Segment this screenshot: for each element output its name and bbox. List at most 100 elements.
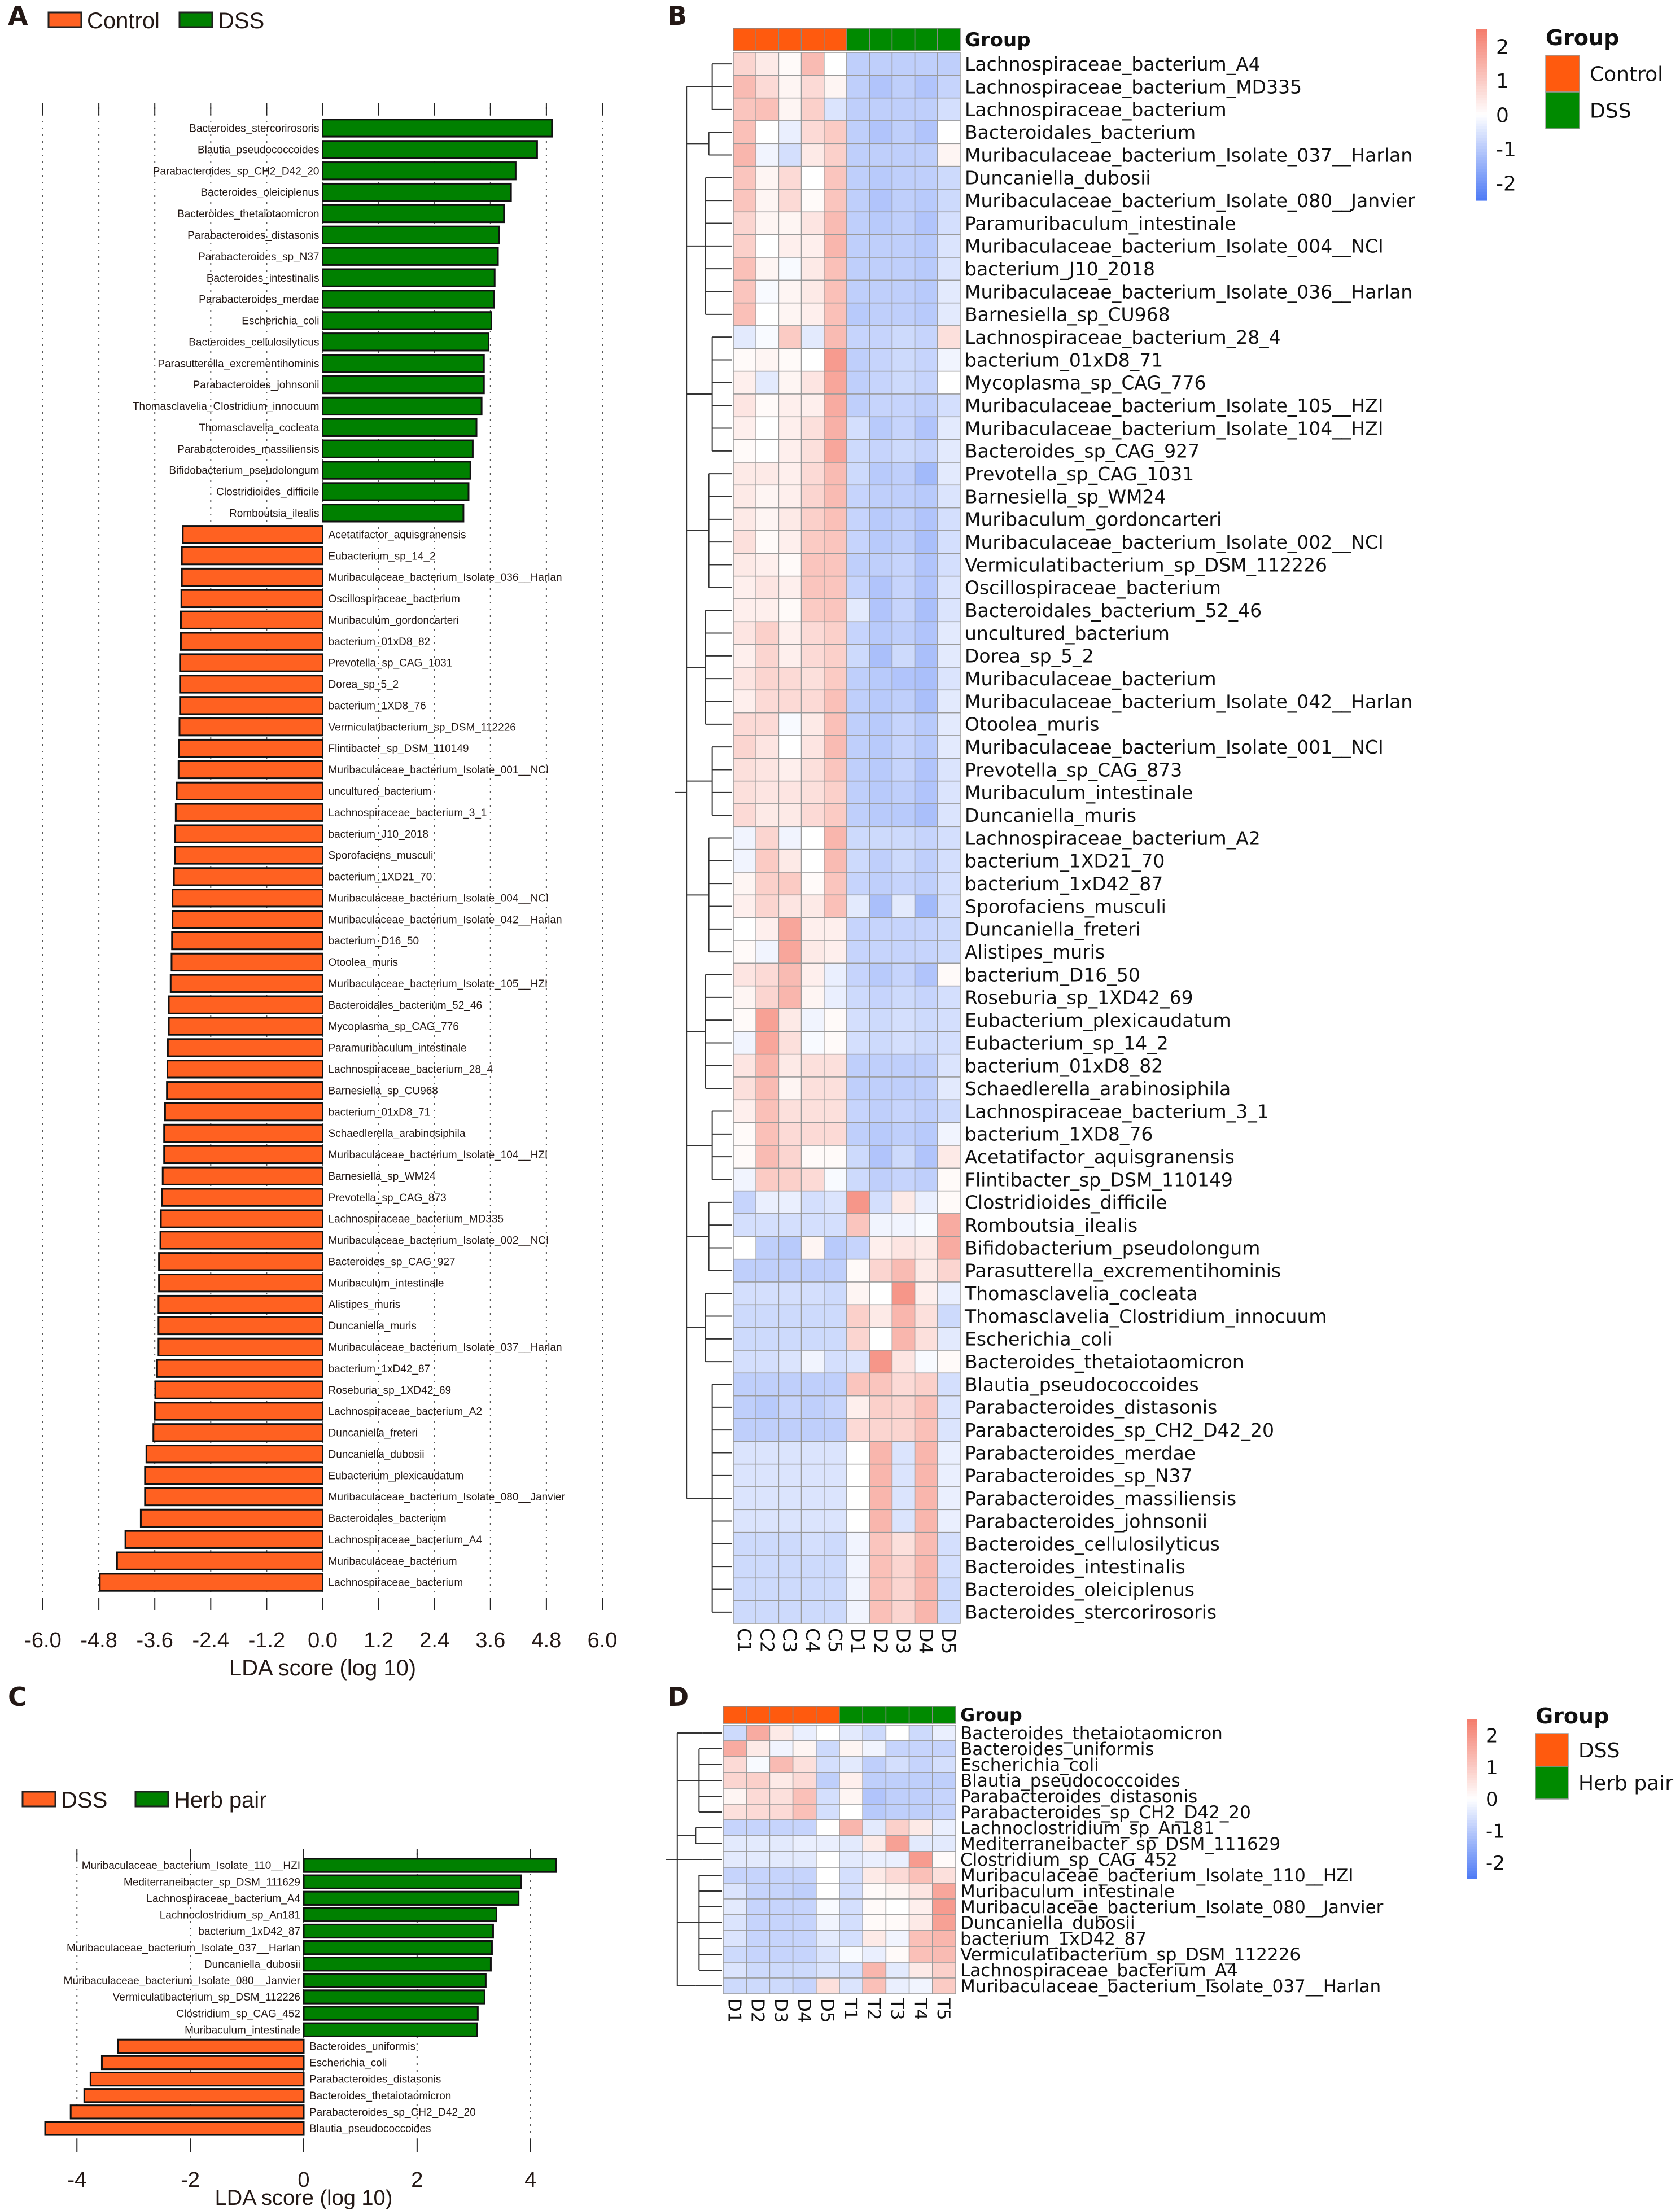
heatmap-cell: [846, 302, 870, 326]
heatmap-cell: [733, 211, 756, 235]
colorbar-segment: [1476, 41, 1487, 44]
bar-label: Bacteroides_oleiciplenus: [200, 187, 319, 199]
heatmap-cell: [778, 416, 802, 440]
x-tick-label: -2.4: [193, 1629, 229, 1652]
bar-label: Parabacteroides_sp_CH2_D42_20: [309, 2107, 476, 2119]
heatmap-cell: [914, 826, 938, 850]
heatmap-cell: [755, 1258, 780, 1283]
column-label: T2: [864, 1998, 884, 2020]
group-annotation-title: Group: [965, 29, 1031, 51]
colorbar-segment: [1467, 1764, 1477, 1768]
group-annotation-cell: [792, 1706, 817, 1724]
x-tick-label: -4.8: [80, 1629, 117, 1652]
heatmap-cell: [816, 1914, 840, 1931]
bar-label: Bacteroides_uniformis: [309, 2041, 415, 2053]
bar-label: Sporofaciens_musculi: [329, 850, 434, 862]
heatmap-cell: [869, 1531, 893, 1556]
heatmap-cell: [824, 667, 847, 691]
heatmap-cell: [885, 1725, 910, 1741]
row-label: bacterium_1XD21_70: [965, 850, 1165, 872]
heatmap-cell: [891, 644, 916, 668]
heatmap-cell: [778, 1167, 802, 1192]
heatmap-cell: [746, 1962, 771, 1979]
heatmap-cell: [846, 712, 870, 736]
heatmap-cell: [908, 1740, 933, 1757]
heatmap-cell: [816, 1788, 840, 1805]
heatmap-cell: [733, 393, 756, 418]
bar-label: Roseburia_sp_1XD42_69: [329, 1385, 452, 1397]
colorbar-tick-label: 0: [1486, 1788, 1498, 1811]
heatmap-cell: [816, 1946, 840, 1963]
row-label: bacterium_J10_2018: [965, 258, 1155, 280]
heatmap-cell: [891, 803, 916, 828]
heatmap-cell: [869, 143, 893, 167]
heatmap-cell: [778, 325, 802, 349]
bar: [179, 653, 324, 672]
heatmap-cell: [800, 1053, 825, 1078]
heatmap-cell: [733, 1099, 756, 1123]
colorbar-tick-label: -1: [1486, 1820, 1505, 1843]
heatmap-cell: [755, 689, 780, 714]
panel-label-d: D: [667, 1682, 689, 1712]
x-tick-label: 4: [524, 2168, 536, 2192]
row-label: Lachnospiraceae_bacterium: [965, 99, 1227, 121]
heatmap-cell: [733, 484, 756, 509]
heatmap-cell: [746, 1756, 771, 1773]
heatmap-cell: [846, 143, 870, 167]
heatmap-cell: [846, 758, 870, 782]
heatmap-cell: [885, 1835, 910, 1852]
heatmap-cell: [778, 52, 802, 76]
heatmap-cell: [733, 894, 756, 918]
heatmap-cell: [932, 1788, 956, 1805]
heatmap-cell: [792, 1756, 817, 1773]
heatmap-cell: [891, 598, 916, 623]
group-annotation-title: Group: [960, 1704, 1022, 1726]
heatmap-cell: [908, 1883, 933, 1900]
column-label: C4: [802, 1628, 824, 1653]
colorbar-segment: [1467, 1817, 1477, 1821]
heatmap-cell: [846, 1008, 870, 1032]
heatmap-cell: [824, 1008, 847, 1032]
row-label: Mycoplasma_sp_CAG_776: [965, 372, 1206, 394]
heatmap-cell: [755, 962, 780, 987]
heatmap-cell: [891, 165, 916, 190]
heatmap-cell: [839, 1883, 863, 1900]
x-tick-label: 3.6: [475, 1629, 505, 1652]
heatmap-cell: [869, 985, 893, 1009]
heatmap-cell: [769, 1867, 794, 1884]
heatmap-cell: [755, 1281, 780, 1306]
row-label: Clostridium_sp_CAG_452: [960, 1850, 1178, 1870]
heatmap-cell: [800, 803, 825, 828]
legend-label: Control: [87, 8, 160, 33]
heatmap-cell: [733, 52, 756, 76]
heatmap-cell: [733, 507, 756, 531]
heatmap-cell: [800, 325, 825, 349]
x-tick-label: 6.0: [588, 1629, 618, 1652]
bar-label: bacterium_D16_50: [329, 935, 419, 947]
bar: [322, 290, 495, 309]
colorbar-segment: [1467, 1849, 1477, 1853]
row-label: Lachnospiraceae_bacterium_28_4: [965, 326, 1281, 348]
heatmap-cell: [800, 1213, 825, 1237]
heatmap-cell: [937, 1122, 961, 1146]
heatmap-cell: [778, 1099, 802, 1123]
heatmap-cell: [869, 1145, 893, 1169]
bar: [303, 1923, 494, 1939]
colorbar-segment: [1467, 1756, 1477, 1760]
heatmap-cell: [733, 1258, 756, 1283]
bar: [44, 2121, 305, 2136]
colorbar-segment: [1476, 46, 1487, 50]
heatmap-cell: [723, 1946, 747, 1963]
heatmap-cell: [914, 325, 938, 349]
bar-label: Dorea_sp_5_2: [329, 679, 399, 691]
legend-label: Control: [1590, 63, 1663, 86]
row-label: Schaedlerella_arabinosiphila: [965, 1078, 1231, 1100]
heatmap-cell: [914, 165, 938, 190]
row-label: Parabacteroides_johnsonii: [965, 1510, 1208, 1532]
bar: [181, 546, 323, 566]
colorbar-segment: [1467, 1738, 1477, 1741]
bar: [322, 482, 470, 501]
heatmap-cell: [755, 1350, 780, 1374]
bar: [303, 1890, 520, 1906]
heatmap-cell: [800, 1509, 825, 1533]
